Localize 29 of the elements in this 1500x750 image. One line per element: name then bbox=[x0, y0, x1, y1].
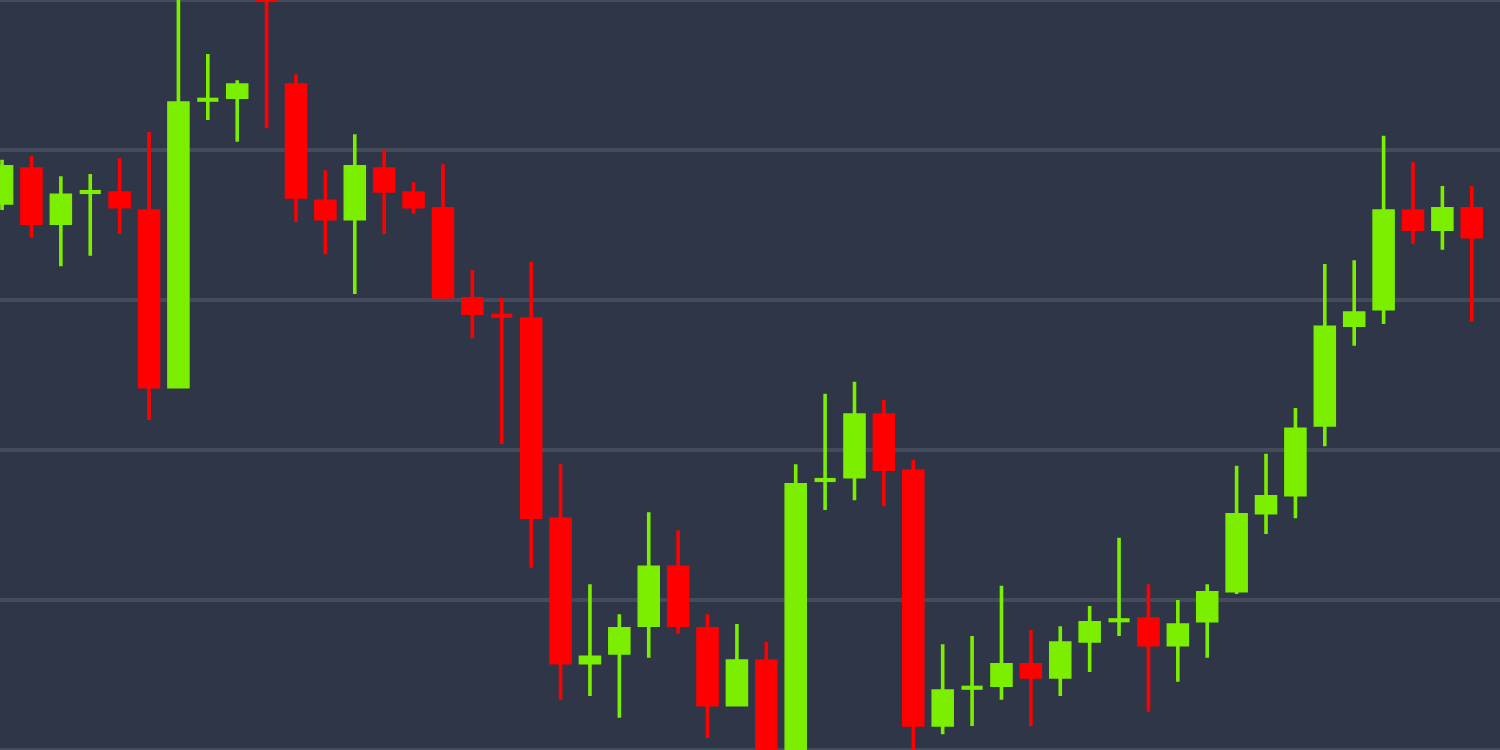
candlestick bbox=[959, 634, 985, 728]
candlestick bbox=[108, 156, 131, 236]
candlestick bbox=[1254, 451, 1278, 536]
candlestick bbox=[49, 174, 73, 269]
candlestick bbox=[1166, 598, 1190, 684]
candlestick bbox=[402, 180, 425, 216]
candlestick bbox=[1019, 628, 1043, 728]
candlestick bbox=[1137, 582, 1160, 714]
candlestick bbox=[1078, 604, 1101, 674]
candlestick bbox=[990, 583, 1013, 702]
candlestick bbox=[489, 295, 515, 446]
candlestick bbox=[931, 642, 954, 737]
candlestick bbox=[1106, 535, 1132, 638]
candlestick bbox=[314, 168, 337, 257]
candlestick bbox=[1460, 184, 1484, 324]
candlestick bbox=[812, 391, 838, 512]
candlestick bbox=[195, 52, 221, 122]
candlestick bbox=[253, 0, 280, 131]
candlestick bbox=[372, 148, 396, 236]
candlestick bbox=[225, 78, 249, 144]
candlestick bbox=[461, 268, 484, 341]
candlestick bbox=[1431, 184, 1454, 252]
candlestick bbox=[608, 612, 631, 720]
candlestick bbox=[1342, 258, 1366, 348]
candlestick bbox=[1401, 160, 1425, 246]
candlestick bbox=[725, 622, 749, 708]
candlestick bbox=[1195, 582, 1219, 660]
candlestick bbox=[1048, 624, 1072, 698]
candlestick bbox=[77, 172, 103, 258]
